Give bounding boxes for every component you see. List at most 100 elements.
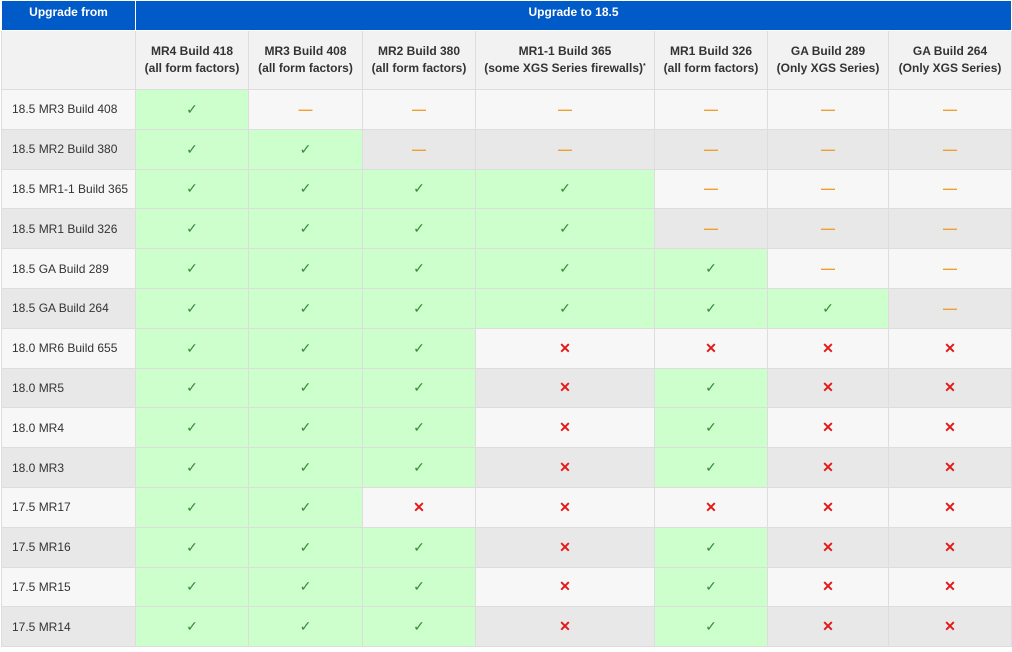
check-icon: ✓ [186, 299, 198, 316]
dash-icon: — [704, 220, 718, 237]
cross-icon: ✕ [413, 498, 425, 515]
compat-cell: ✓ [362, 367, 476, 409]
header-row-versions: MR4 Build 418 (all form factors) MR3 Build… [1, 30, 1012, 90]
compat-cell: ✕ [654, 327, 768, 369]
compat-cell: — [767, 168, 889, 210]
cross-icon: ✕ [944, 339, 956, 356]
compat-cell: ✓ [135, 606, 249, 648]
check-icon: ✓ [705, 379, 717, 396]
compat-cell: ✓ [135, 486, 249, 528]
version-scope-label: (all form factors) [371, 61, 467, 75]
compat-cell: ✓ [135, 526, 249, 568]
compat-cell: — [767, 128, 889, 170]
compat-cell: ✕ [767, 526, 889, 568]
compat-cell: — [767, 248, 889, 289]
table-row: 17.5 MR17 ✓ ✓ ✕ ✕ ✕ ✕ ✕ [1, 486, 1012, 528]
check-icon: ✓ [413, 379, 425, 396]
cross-icon: ✕ [559, 379, 571, 396]
compat-cell: ✓ [362, 248, 476, 289]
compat-cell: ✓ [248, 566, 363, 608]
compat-cell: — [887, 128, 1012, 170]
compat-cell: ✕ [475, 566, 655, 608]
check-icon: ✓ [186, 538, 198, 555]
compat-cell: ✓ [362, 566, 476, 608]
compat-cell: ✓ [135, 208, 249, 250]
cross-icon: ✕ [559, 578, 571, 595]
version-build-label: GA Build 289 [790, 44, 866, 58]
check-icon: ✓ [299, 140, 312, 157]
compat-cell: ✕ [475, 367, 655, 409]
table-row: 18.5 MR3 Build 408 ✓ — — — — — — [1, 89, 1012, 130]
cross-icon: ✕ [944, 498, 956, 515]
version-column-header: GA Build 289 (Only XGS Series) [767, 30, 889, 90]
check-icon: ✓ [299, 578, 312, 595]
compat-cell: ✕ [887, 447, 1012, 488]
compat-cell: ✓ [248, 447, 363, 488]
check-icon: ✓ [299, 538, 312, 555]
cross-icon: ✕ [822, 498, 834, 515]
dash-icon: — [821, 220, 835, 237]
dash-icon: — [704, 100, 718, 117]
compat-cell: ✓ [362, 606, 476, 648]
table-row: 18.5 MR2 Build 380 ✓ ✓ — — — — — [1, 128, 1012, 170]
upgrade-from-version: 17.5 MR14 [1, 606, 136, 648]
check-icon: ✓ [299, 180, 312, 197]
cross-icon: ✕ [705, 498, 717, 515]
compat-cell: ✓ [135, 248, 249, 289]
dash-icon: — [558, 100, 572, 117]
cross-icon: ✕ [559, 618, 571, 635]
cross-icon: ✕ [822, 419, 834, 436]
version-scope-label: (Only XGS Series) [898, 61, 1002, 75]
version-column-header: MR1 Build 326 (all form factors) [654, 30, 768, 90]
compat-cell: ✓ [248, 486, 363, 528]
compat-cell: ✓ [135, 566, 249, 608]
check-icon: ✓ [705, 299, 717, 316]
version-scope-label: (all form factors) [663, 61, 759, 75]
compat-cell: ✓ [654, 566, 768, 608]
table-row: 18.5 MR1 Build 326 ✓ ✓ ✓ ✓ — — — [1, 208, 1012, 250]
cross-icon: ✕ [705, 339, 717, 356]
compat-cell: ✕ [767, 327, 889, 369]
check-icon: ✓ [705, 419, 717, 436]
compat-cell: ✕ [767, 486, 889, 528]
version-scope-label: (Only XGS Series) [776, 61, 880, 75]
compat-cell: ✕ [475, 606, 655, 648]
cross-icon: ✕ [944, 538, 956, 555]
upgrade-from-version: 18.0 MR5 [1, 367, 136, 409]
check-icon: ✓ [705, 260, 717, 277]
compat-cell: ✓ [248, 606, 363, 648]
compat-cell: — [887, 168, 1012, 210]
compat-cell: ✓ [135, 327, 249, 369]
check-icon: ✓ [186, 140, 198, 157]
check-icon: ✓ [299, 459, 312, 476]
compat-cell: — [887, 248, 1012, 289]
cross-icon: ✕ [822, 618, 834, 635]
version-scope-label: (all form factors) [144, 61, 240, 75]
table-row: 18.0 MR5 ✓ ✓ ✓ ✕ ✓ ✕ ✕ [1, 367, 1012, 409]
check-icon: ✓ [559, 180, 571, 197]
compat-cell: ✓ [475, 208, 655, 250]
cross-icon: ✕ [944, 379, 956, 396]
check-icon: ✓ [186, 618, 198, 635]
compat-cell: ✓ [362, 447, 476, 488]
compat-cell: ✕ [887, 606, 1012, 648]
compat-cell: ✓ [248, 208, 363, 250]
cross-icon: ✕ [944, 419, 956, 436]
compat-cell: ✓ [362, 327, 476, 369]
check-icon: ✓ [299, 498, 312, 515]
compat-cell: ✓ [362, 526, 476, 568]
check-icon: ✓ [705, 618, 717, 635]
compat-cell: ✓ [654, 287, 768, 329]
compat-cell: ✓ [248, 367, 363, 409]
compat-cell: ✓ [654, 407, 768, 449]
dash-icon: — [821, 180, 835, 197]
cross-icon: ✕ [944, 578, 956, 595]
check-icon: ✓ [822, 299, 834, 316]
compat-cell: — [475, 89, 655, 130]
cross-icon: ✕ [822, 578, 834, 595]
upgrade-from-version: 18.0 MR6 Build 655 [1, 327, 136, 369]
dash-icon: — [821, 260, 835, 277]
cross-icon: ✕ [559, 419, 571, 436]
version-column-header: GA Build 264 (Only XGS Series) [887, 30, 1012, 90]
dash-icon: — [821, 100, 835, 117]
